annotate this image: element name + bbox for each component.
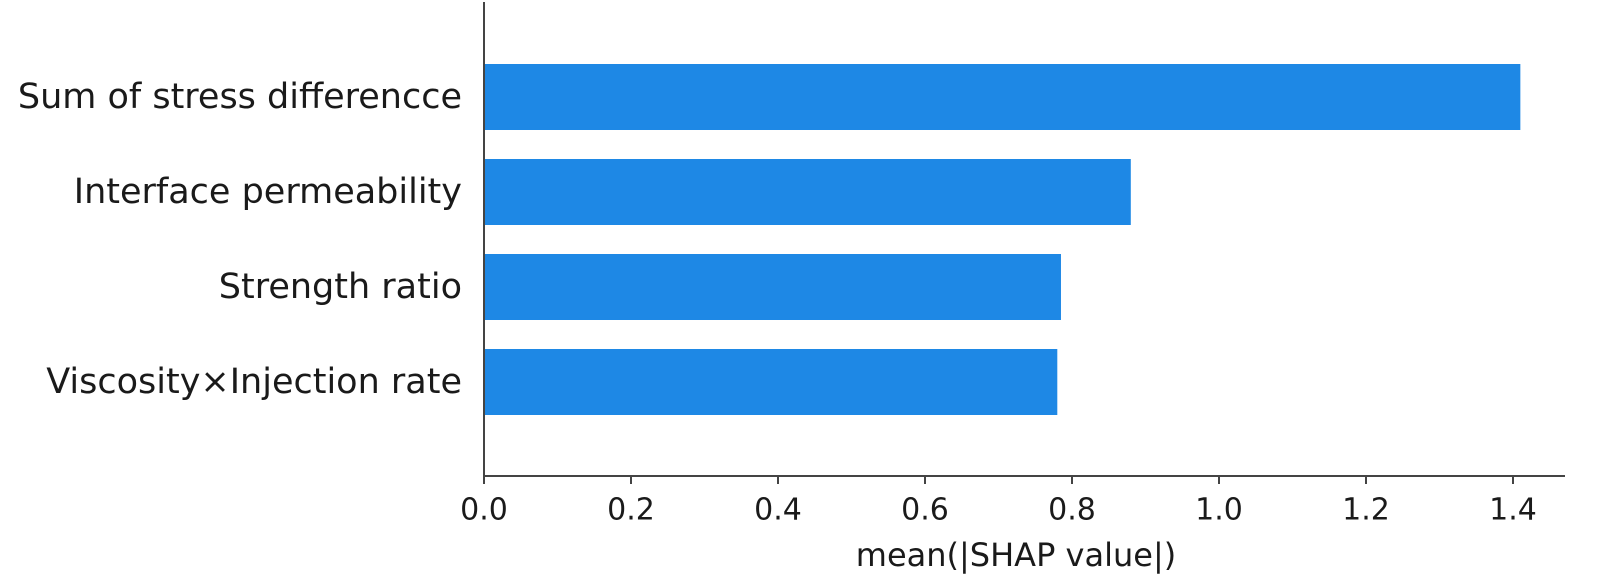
x-tick-label: 0.2 [607,493,655,528]
category-label: Interface permeability [74,172,462,212]
category-label: Strength ratio [219,267,462,307]
category-label: Viscosity×Injection rate [46,362,462,402]
x-tick-label: 1.0 [1195,493,1243,528]
x-tick-label: 1.2 [1342,493,1390,528]
x-tick-label: 0.6 [901,493,949,528]
x-tick-label: 0.8 [1048,493,1096,528]
x-tick-label: 0.0 [460,493,508,528]
bar [484,159,1131,225]
x-tick-label: 1.4 [1489,493,1537,528]
bar [484,254,1061,320]
x-ticks-group: 0.0 0.2 0.4 0.6 0.8 1.0 1.2 1.4 [460,476,1537,528]
category-label: Sum of stress differencce [18,77,462,117]
bar [484,64,1521,130]
x-axis-label: mean(|SHAP value|) [856,536,1176,574]
x-tick-label: 0.4 [754,493,802,528]
category-labels-group: Sum of stress differencce Interface perme… [18,77,462,402]
bar [484,349,1058,415]
bars-group [484,64,1521,415]
